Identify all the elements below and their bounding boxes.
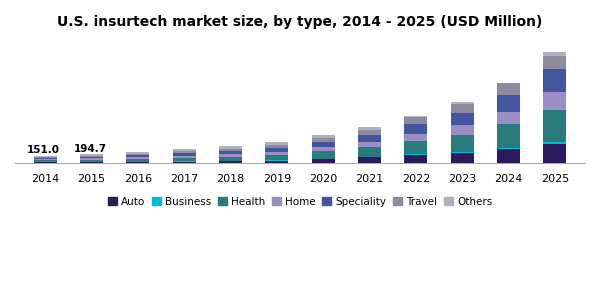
Bar	[173, 153, 196, 156]
Text: 151.0: 151.0	[27, 146, 60, 155]
Bar	[497, 95, 520, 112]
Bar	[173, 162, 196, 163]
Bar	[219, 148, 242, 151]
Bar	[311, 138, 335, 142]
Bar	[80, 158, 103, 160]
Bar	[497, 124, 520, 148]
Bar	[451, 125, 474, 135]
Bar	[34, 158, 57, 160]
Bar	[543, 142, 566, 144]
Bar	[173, 151, 196, 153]
Bar	[265, 155, 289, 161]
Bar	[34, 160, 57, 162]
Bar	[404, 154, 427, 155]
Bar	[358, 147, 381, 157]
Bar	[265, 152, 289, 155]
Bar	[358, 130, 381, 135]
Bar	[311, 147, 335, 151]
Bar	[265, 142, 289, 145]
Bar	[404, 134, 427, 141]
Bar	[358, 157, 381, 163]
Bar	[358, 135, 381, 142]
Text: 194.7: 194.7	[74, 143, 107, 154]
Bar	[265, 161, 289, 163]
Bar	[219, 154, 242, 157]
Bar	[126, 154, 149, 155]
Bar	[173, 156, 196, 158]
Bar	[34, 157, 57, 158]
Bar	[543, 52, 566, 56]
Bar	[358, 127, 381, 130]
Bar	[173, 149, 196, 151]
Bar	[497, 83, 520, 95]
Bar	[219, 157, 242, 161]
Bar	[311, 135, 335, 138]
Bar	[80, 154, 103, 156]
Bar	[219, 151, 242, 154]
Bar	[265, 145, 289, 148]
Bar	[497, 148, 520, 149]
Bar	[497, 149, 520, 163]
Bar	[451, 135, 474, 152]
Bar	[358, 142, 381, 147]
Bar	[451, 153, 474, 163]
Bar	[311, 151, 335, 159]
Bar	[404, 117, 427, 124]
Bar	[404, 124, 427, 134]
Bar	[404, 155, 427, 163]
Bar	[451, 113, 474, 125]
Legend: Auto, Business, Health, Home, Speciality, Travel, Others: Auto, Business, Health, Home, Speciality…	[103, 193, 497, 211]
Title: U.S. insurtech market size, by type, 2014 - 2025 (USD Million): U.S. insurtech market size, by type, 201…	[58, 15, 542, 29]
Bar	[404, 141, 427, 154]
Bar	[126, 152, 149, 154]
Bar	[80, 157, 103, 158]
Bar	[543, 52, 566, 69]
Bar	[451, 102, 474, 104]
Bar	[451, 104, 474, 113]
Bar	[311, 159, 335, 163]
Bar	[126, 162, 149, 163]
Bar	[543, 110, 566, 142]
Bar	[451, 152, 474, 153]
Bar	[265, 148, 289, 152]
Bar	[34, 162, 57, 163]
Bar	[34, 160, 57, 161]
Bar	[219, 161, 242, 163]
Bar	[80, 156, 103, 157]
Bar	[404, 116, 427, 117]
Bar	[34, 156, 57, 157]
Bar	[80, 162, 103, 163]
Bar	[219, 146, 242, 148]
Bar	[126, 157, 149, 159]
Bar	[497, 112, 520, 124]
Bar	[173, 158, 196, 161]
Bar	[543, 144, 566, 163]
Bar	[543, 92, 566, 110]
Bar	[126, 155, 149, 157]
Bar	[311, 142, 335, 147]
Bar	[543, 69, 566, 92]
Bar	[80, 160, 103, 162]
Bar	[126, 159, 149, 162]
